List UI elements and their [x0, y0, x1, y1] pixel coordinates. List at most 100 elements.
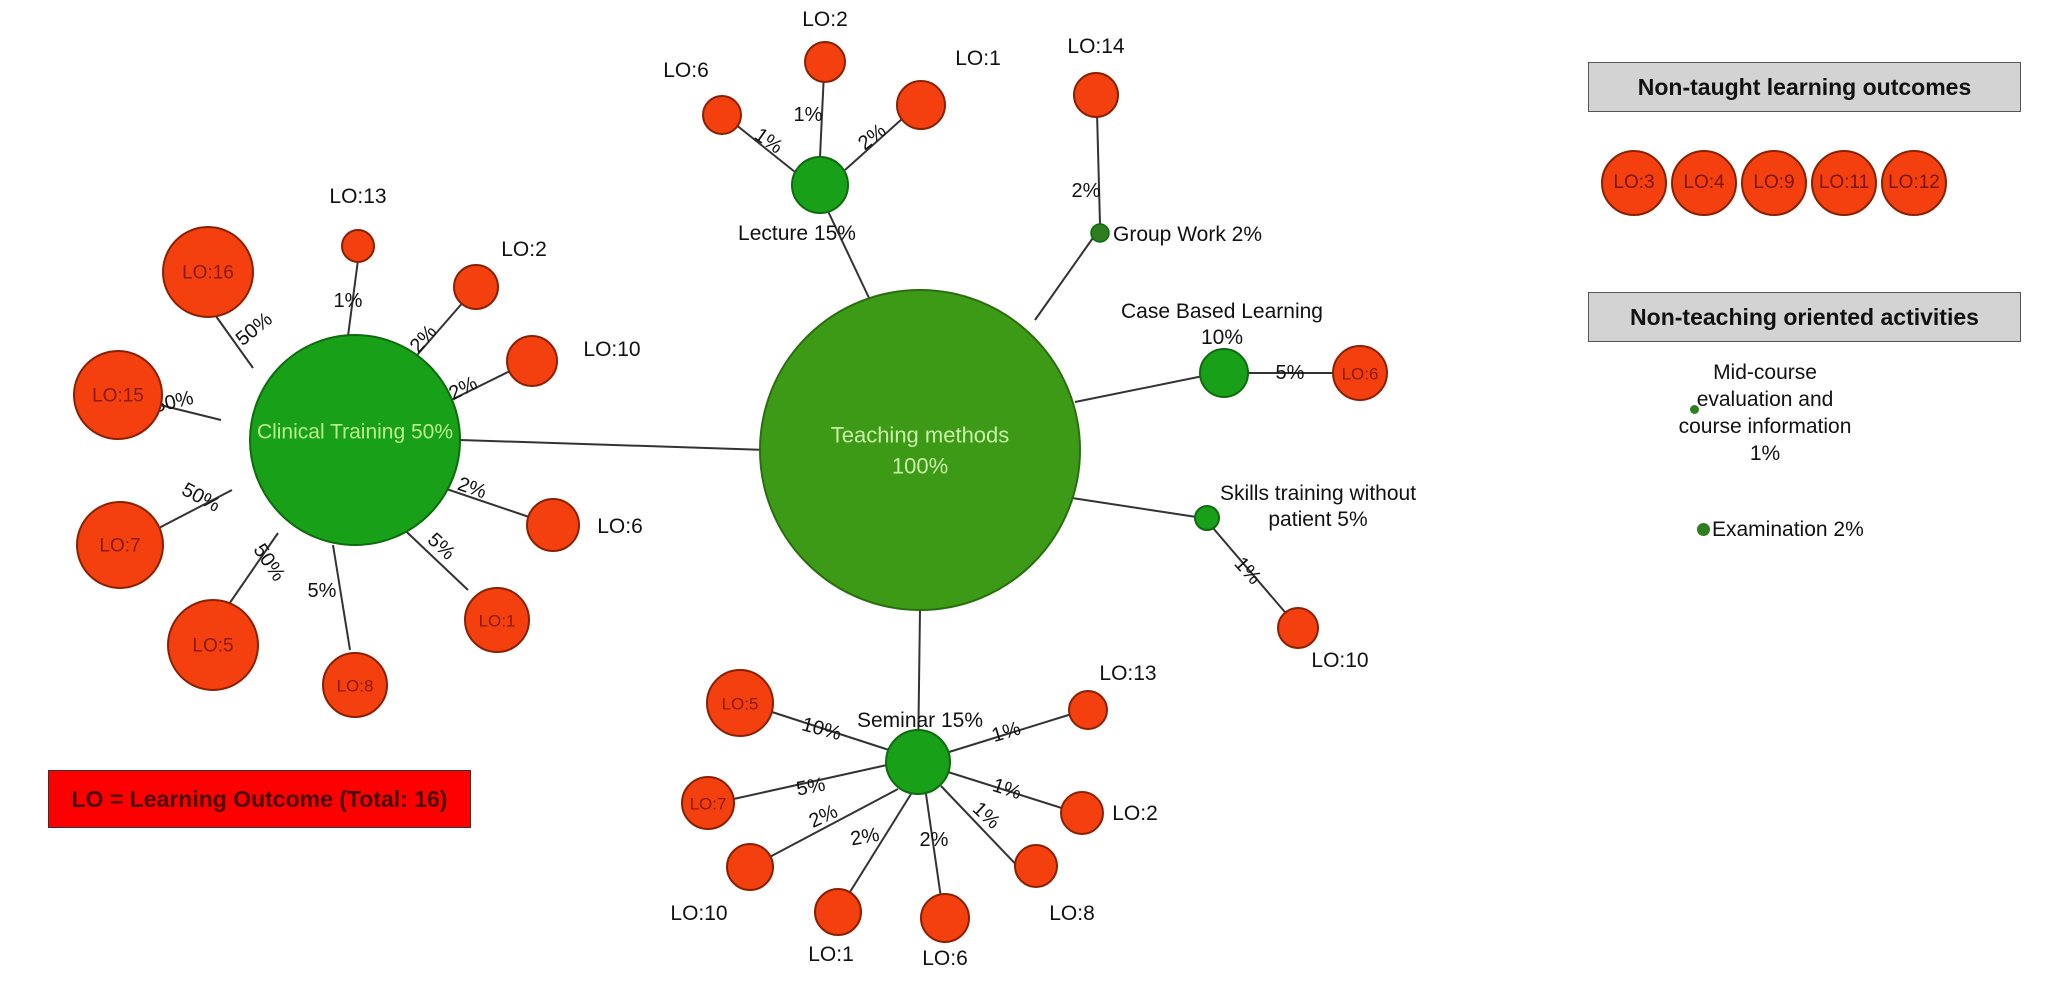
node-label-ct-lo5: LO:5: [192, 636, 233, 657]
edge-label-ct-lo8: 5%: [308, 580, 337, 602]
legend-lo-4[interactable]: LO:4: [1671, 150, 1737, 216]
legend-midcourse-line3: course information: [1678, 414, 1852, 438]
edge-label-cbl-lo6: 5%: [1276, 362, 1305, 384]
edge-label-sem-lo10: 2%: [806, 800, 842, 832]
node-label-sem-lo6: LO:6: [922, 947, 968, 970]
node-label-sem-lo1: LO:1: [808, 943, 854, 966]
edge-label-lec-lo6: 1%: [750, 124, 786, 159]
node-teaching-methods-hub[interactable]: Teaching methods 100%: [759, 289, 1081, 611]
hub-label-line2: 100%: [892, 454, 948, 479]
edge-hub-groupwork: [1034, 234, 1096, 321]
legend-examination-label: Examination 2%: [1712, 518, 1864, 541]
node-sem-lo8[interactable]: [1014, 844, 1058, 888]
node-case-based-learning[interactable]: [1199, 348, 1249, 398]
node-label-ct-lo8: LO:8: [337, 677, 374, 696]
node-label-cbl-line1: Case Based Learning: [1121, 300, 1323, 323]
node-sem-lo13[interactable]: [1068, 690, 1108, 730]
edge-label-lec-lo1: 2%: [854, 120, 890, 155]
node-ct-lo15[interactable]: LO:15: [73, 350, 163, 440]
legend-lo-3-label: LO:3: [1613, 172, 1655, 193]
edge-lec-lo6: [729, 119, 796, 173]
node-lecture[interactable]: [791, 156, 849, 214]
edge-label-sem-lo6: 2%: [920, 829, 949, 851]
node-lec-lo2[interactable]: [804, 41, 846, 83]
edge-ct-lo7: [154, 489, 233, 531]
node-group-work[interactable]: [1090, 223, 1110, 243]
edge-label-sem-lo8: 1%: [968, 798, 1004, 834]
edge-sem-lo6: [925, 793, 943, 906]
edge-label-ct-lo5: 50%: [249, 540, 290, 586]
legend-midcourse-dot: [1690, 405, 1699, 414]
legend-lo-11-label: LO:11: [1818, 172, 1870, 193]
legend-non-teaching-header-text: Non-teaching oriented activities: [1630, 303, 1979, 330]
edge-sem-lo2: [947, 771, 1069, 811]
edge-label-ct-lo16: 50%: [232, 308, 277, 350]
legend-midcourse-line2: evaluation and: [1696, 387, 1834, 411]
node-ct-lo2[interactable]: [453, 264, 499, 310]
edge-hub-clinical: [459, 439, 769, 451]
node-cbl-lo6[interactable]: LO:6: [1332, 345, 1388, 401]
node-label-ct-lo7: LO:7: [99, 536, 140, 557]
node-sem-lo10[interactable]: [726, 843, 774, 891]
node-clinical-training[interactable]: Clinical Training 50%: [249, 334, 461, 546]
legend-non-taught-header-text: Non-taught learning outcomes: [1637, 73, 1972, 100]
legend-midcourse-label: Mid-course evaluation and course informa…: [1640, 360, 1890, 468]
node-lec-lo6[interactable]: [702, 95, 742, 135]
node-ct-lo6[interactable]: [526, 498, 580, 552]
node-label-ct-lo6: LO:6: [597, 515, 643, 538]
node-label-ct-lo2: LO:2: [501, 238, 547, 261]
node-ct-lo8[interactable]: LO:8: [322, 652, 388, 718]
node-sem-lo5[interactable]: LO:5: [706, 669, 774, 737]
node-sem-lo6[interactable]: [920, 893, 970, 943]
node-sem-lo7[interactable]: LO:7: [681, 776, 735, 830]
node-label-seminar: Seminar 15%: [857, 709, 983, 732]
node-label-sem-lo2: LO:2: [1112, 802, 1158, 825]
legend-lo-4-label: LO:4: [1683, 172, 1725, 193]
edge-hub-cbl: [1074, 372, 1219, 403]
edge-label-sem-lo7: 5%: [795, 774, 828, 801]
node-label-ct-lo10: LO:10: [583, 338, 640, 361]
node-ct-lo13[interactable]: [341, 229, 375, 263]
node-label-st-lo10: LO:10: [1311, 649, 1368, 672]
node-label-group-work: Group Work 2%: [1113, 223, 1262, 246]
node-skills-training[interactable]: [1194, 505, 1220, 531]
node-ct-lo10[interactable]: [506, 335, 558, 387]
edge-sem-lo1: [844, 793, 912, 901]
legend-lo-11[interactable]: LO:11: [1811, 150, 1877, 216]
node-lec-lo1[interactable]: [896, 80, 946, 130]
node-ct-lo1[interactable]: LO:1: [464, 587, 530, 653]
edge-label-sem-lo5: 10%: [799, 713, 844, 745]
method-nodes: Clinical Training 50% Lecture 15% Group …: [249, 156, 1416, 795]
node-ct-lo5[interactable]: LO:5: [167, 599, 259, 691]
edge-label-ct-lo13: 1%: [334, 290, 363, 312]
node-seminar[interactable]: [885, 729, 951, 795]
node-st-lo10[interactable]: [1277, 607, 1319, 649]
legend-midcourse-line1: Mid-course: [1713, 361, 1817, 384]
edge-label-ct-lo6: 2%: [455, 473, 490, 503]
edge-sem-lo13: [948, 712, 1076, 753]
node-gw-lo14[interactable]: [1073, 72, 1119, 118]
node-sem-lo2[interactable]: [1060, 791, 1104, 835]
node-label-ct-lo1: LO:1: [479, 612, 516, 631]
node-label-ct-lo15: LO:15: [92, 386, 144, 407]
node-label-ct-lo16: LO:16: [182, 263, 234, 284]
node-label-skills-line2: patient 5%: [1268, 508, 1367, 531]
node-label-lec-lo1: LO:1: [955, 47, 1001, 70]
edge-label-gw-lo14: 2%: [1072, 180, 1101, 202]
node-label-lec-lo2: LO:2: [802, 8, 848, 31]
legend-lo-9[interactable]: LO:9: [1741, 150, 1807, 216]
edge-label-sem-lo2: 1%: [990, 774, 1024, 804]
node-ct-lo16[interactable]: LO:16: [162, 226, 254, 318]
legend-lo-3[interactable]: LO:3: [1601, 150, 1667, 216]
edge-gw-lo14: [1096, 111, 1101, 225]
node-label-ct-lo13: LO:13: [329, 185, 386, 208]
node-label-sem-lo8: LO:8: [1049, 902, 1095, 925]
node-ct-lo7[interactable]: LO:7: [76, 501, 164, 589]
node-sem-lo1[interactable]: [814, 888, 862, 936]
legend-lo-12[interactable]: LO:12: [1881, 150, 1947, 216]
hub-label-line1: Teaching methods: [831, 423, 1010, 448]
edge-sem-lo5: [771, 711, 890, 751]
node-label-skills-line1: Skills training without: [1220, 482, 1416, 505]
